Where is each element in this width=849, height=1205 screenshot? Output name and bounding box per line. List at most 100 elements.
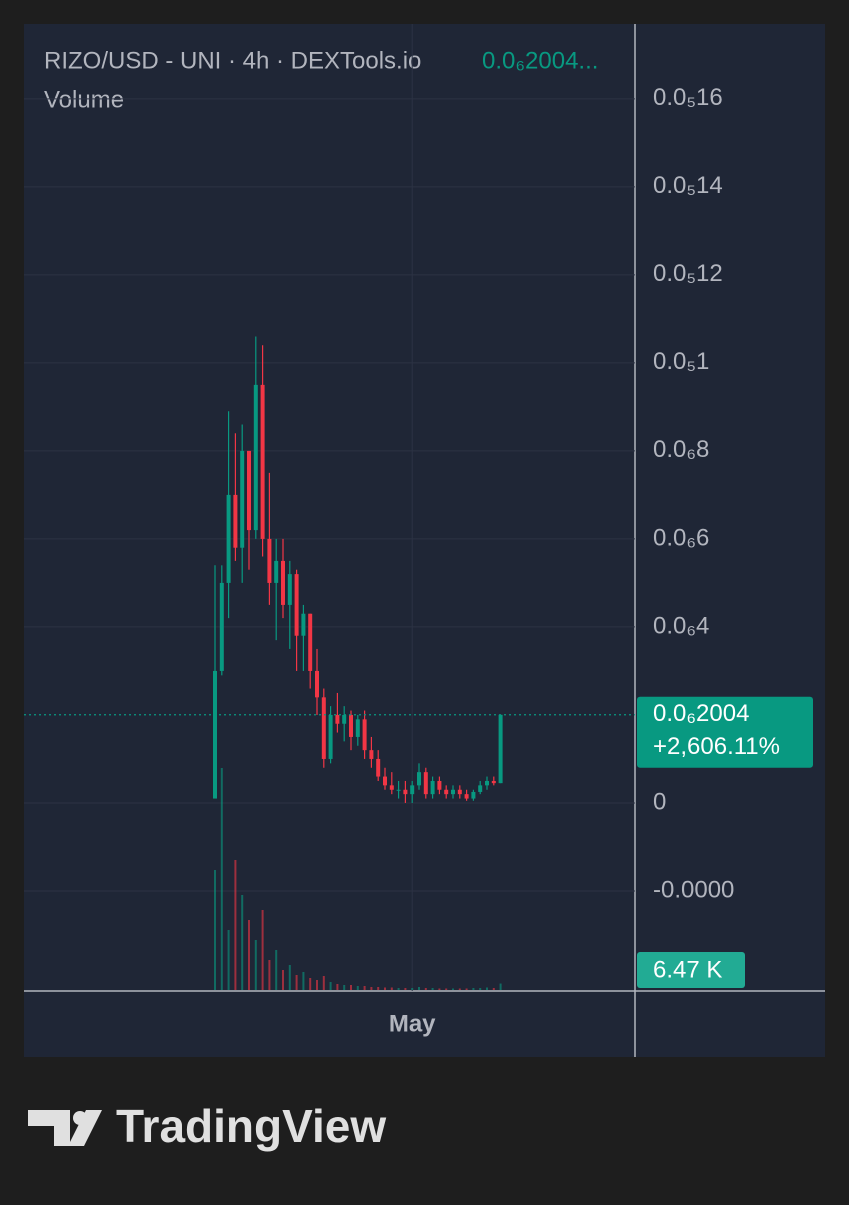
candle-body xyxy=(355,719,360,737)
chart-frame xyxy=(24,24,825,1057)
candle-body xyxy=(389,785,394,790)
volume-bar xyxy=(418,987,420,990)
volume-bar xyxy=(356,986,359,990)
volume-bar xyxy=(309,978,312,990)
volume-bar xyxy=(329,982,332,990)
volume-bar xyxy=(438,988,441,990)
volume-bar xyxy=(275,950,278,990)
candle-body xyxy=(376,758,381,777)
candle-body xyxy=(260,384,265,539)
volume-bar xyxy=(227,930,230,990)
candle-body xyxy=(301,613,306,636)
price-label-box xyxy=(637,696,813,768)
volume-bar xyxy=(254,940,257,990)
volume-bar xyxy=(350,985,352,990)
candle-body xyxy=(383,776,387,786)
price-label: 0.0₆2004 xyxy=(653,700,749,727)
candle-body xyxy=(240,450,245,548)
candle-body xyxy=(287,574,292,605)
candle-body xyxy=(423,772,428,795)
volume-bar xyxy=(486,987,488,990)
candle-body xyxy=(403,789,408,795)
volume-bar xyxy=(377,987,380,990)
candle-body xyxy=(485,780,489,786)
candle-body xyxy=(274,560,279,583)
candle-body xyxy=(498,714,503,784)
candle-body xyxy=(464,794,469,799)
candle-body xyxy=(315,670,319,698)
volume-bar xyxy=(479,988,482,990)
volume-bar xyxy=(390,987,393,990)
y-tick-label: 0.0₆4 xyxy=(653,612,709,639)
candle-body xyxy=(213,670,217,799)
candle-body xyxy=(349,714,353,737)
y-tick-label: 0 xyxy=(653,788,666,815)
volume-bar xyxy=(465,988,468,990)
volume-bar xyxy=(472,988,475,990)
volume-bar xyxy=(234,860,237,990)
candle-body xyxy=(219,582,224,671)
y-tick-label: 0.0₆8 xyxy=(653,436,709,463)
volume-bar xyxy=(288,965,291,990)
volume-label: 6.47 K xyxy=(653,956,722,983)
volume-bar xyxy=(384,987,386,990)
candle-body xyxy=(362,719,367,751)
grid xyxy=(24,24,635,991)
volume-bar xyxy=(370,987,373,990)
candle-body xyxy=(281,560,285,605)
volume-bar xyxy=(431,988,434,990)
volume-bar xyxy=(404,988,407,990)
volume-bar xyxy=(261,910,264,990)
volume-bar xyxy=(282,970,284,990)
volume-bar xyxy=(316,980,318,990)
header-price: 0.0₆2004... xyxy=(482,47,598,74)
candle-body xyxy=(451,789,455,795)
volume-label-box xyxy=(637,952,745,988)
candle-body xyxy=(478,785,483,792)
candle-body xyxy=(396,789,401,791)
candle-body xyxy=(226,494,231,583)
candle-body xyxy=(253,384,258,531)
candle-body xyxy=(369,750,374,759)
y-tick-label: 0.0₅14 xyxy=(653,172,723,199)
volume-bar xyxy=(302,972,305,990)
volume-bar xyxy=(397,988,400,990)
candle-body xyxy=(410,785,415,795)
volume-bar xyxy=(411,988,414,990)
volume-bar xyxy=(445,988,448,990)
volume-bar xyxy=(268,960,271,990)
candle-body xyxy=(342,714,347,724)
y-tick-label: 0.0₅16 xyxy=(653,84,723,111)
volume-bar xyxy=(295,975,298,990)
volume-bar xyxy=(452,988,454,990)
candle-body xyxy=(491,780,496,784)
candle-body xyxy=(444,789,449,795)
volume-bar xyxy=(363,986,366,990)
volume-bar xyxy=(458,988,461,990)
y-tick-label: -0.0000 xyxy=(653,876,734,903)
y-tick-label: 0.0₅12 xyxy=(653,260,723,287)
candle-body xyxy=(457,789,462,795)
volume-bar xyxy=(343,985,346,990)
volume-bar xyxy=(424,988,427,990)
brand: TradingView xyxy=(116,1100,386,1152)
volume-bar xyxy=(241,895,244,990)
y-tick-label: 0.0₅1 xyxy=(653,348,709,375)
candle-body xyxy=(247,450,251,531)
y-tick-label: 0.0₆6 xyxy=(653,524,709,551)
candle-body xyxy=(233,494,238,548)
volume-bar xyxy=(499,983,502,990)
x-tick-label: May xyxy=(389,1010,436,1037)
volume-bar xyxy=(322,976,325,990)
candle-body xyxy=(417,772,421,786)
volume-bar xyxy=(220,768,223,990)
candle-body xyxy=(471,791,476,799)
chart-title: RIZO/USD - UNI · 4h · DEXTools.io xyxy=(44,47,421,74)
candle-body xyxy=(321,697,326,759)
change-label: +2,606.11% xyxy=(653,733,780,760)
volume-bar xyxy=(492,988,495,990)
tradingview-logo: TradingView xyxy=(28,1100,386,1152)
candle-body xyxy=(328,714,333,759)
